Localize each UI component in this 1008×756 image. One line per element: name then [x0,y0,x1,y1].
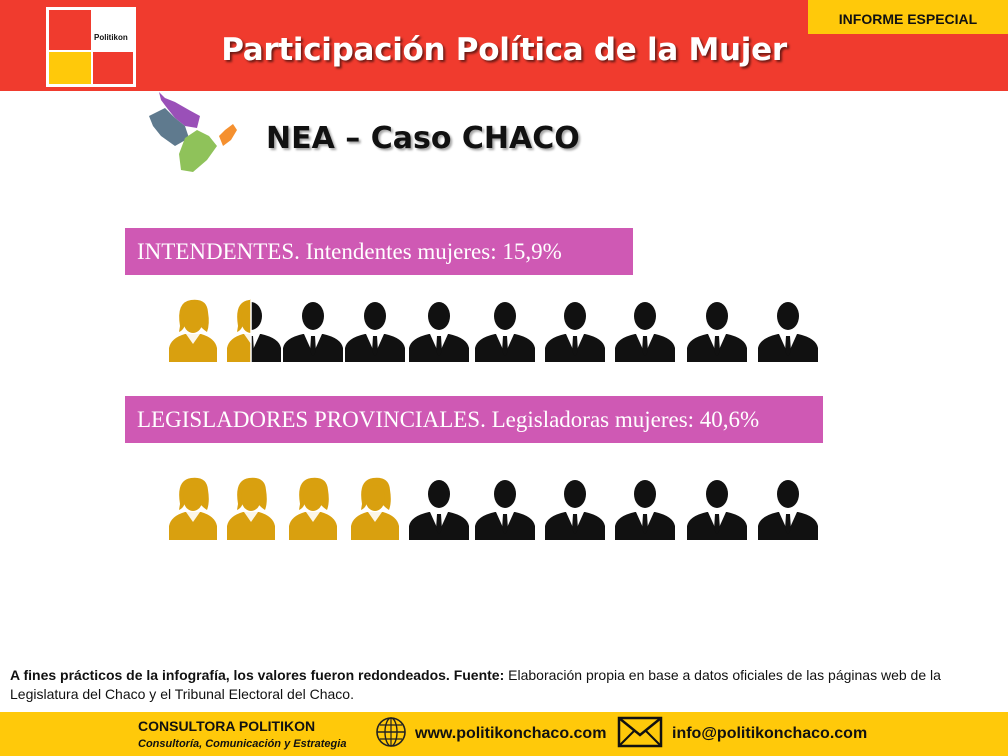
man-icon [475,302,535,362]
globe-icon [376,717,406,747]
company-name: CONSULTORA POLITIKON [138,718,316,734]
man-icon [545,480,605,540]
legisladores-label: LEGISLADORES PROVINCIALES. Legisladoras … [125,396,823,443]
company-tagline: Consultoría, Comunicación y Estrategia [138,738,347,750]
woman-icon [169,299,217,362]
politikon-logo: Politikon [46,7,136,87]
man-icon [687,480,747,540]
nea-map-icon [149,92,237,172]
man-icon [283,302,343,362]
woman-icon [289,477,337,540]
special-report-badge: INFORME ESPECIAL [808,0,1008,34]
man-icon [475,480,535,540]
email-link[interactable]: info@politikonchaco.com [672,725,868,742]
man-icon [615,480,675,540]
section-title: NEA – Caso CHACO [266,121,580,156]
man-icon [545,302,605,362]
woman-icon [227,477,275,540]
legisladores-pictogram [0,474,1008,544]
man-icon [409,480,469,540]
half-woman-man-icon [227,299,281,362]
page-title: Participación Política de la Mujer [221,32,787,68]
footnote: A fines prácticos de la infografía, los … [10,666,1000,704]
logo-text: Politikon [94,33,128,42]
man-icon [615,302,675,362]
man-icon [758,302,818,362]
footnote-bold: A fines prácticos de la infografía, los … [10,667,505,683]
footnote-text: Elaboración propia en base a datos ofici… [10,667,941,702]
envelope-icon [617,716,663,748]
woman-icon [169,477,217,540]
man-icon [409,302,469,362]
intendentes-pictogram [0,296,1008,366]
man-icon [345,302,405,362]
man-icon [687,302,747,362]
man-icon [758,480,818,540]
website-link[interactable]: www.politikonchaco.com [415,725,607,742]
footer-bar: CONSULTORA POLITIKON Consultoría, Comuni… [0,712,1008,756]
intendentes-label: INTENDENTES. Intendentes mujeres: 15,9% [125,228,633,275]
woman-icon [351,477,399,540]
